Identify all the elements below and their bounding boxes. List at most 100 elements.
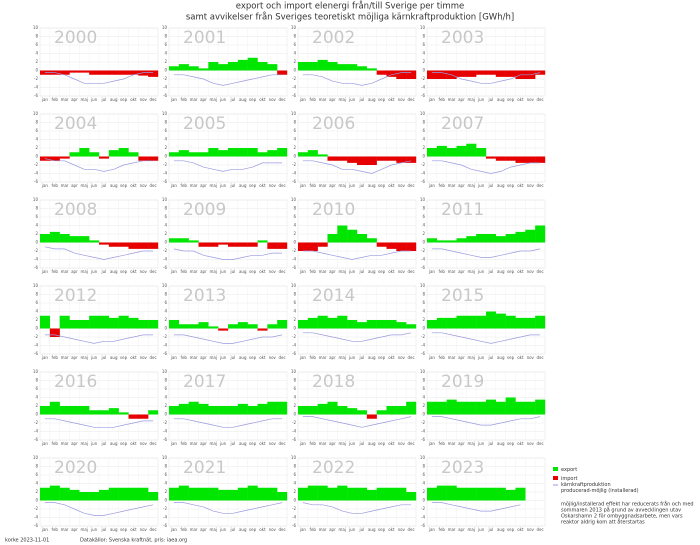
y-tick-label: 4	[422, 223, 425, 228]
x-tick-label: jul	[230, 355, 236, 360]
x-tick-label: aug	[110, 183, 118, 188]
panel: -6 -4 -2 0 2 4 6 8 10 jan feb mar apr maj jun jul aug sep…	[162, 111, 288, 188]
y-tick-label: 8	[35, 292, 38, 297]
bar	[188, 324, 199, 329]
x-tick-label: feb	[181, 183, 188, 188]
x-tick-label: mar	[319, 527, 327, 532]
y-tick-label: 8	[164, 464, 167, 469]
x-tick-label: okt	[388, 441, 395, 446]
bar	[178, 64, 189, 71]
bar	[337, 406, 348, 415]
bar	[99, 70, 110, 75]
bar	[347, 156, 358, 163]
y-tick-label: 2	[35, 59, 38, 64]
bar	[228, 242, 239, 247]
x-tick-label: jan	[41, 441, 49, 446]
x-tick-label: dec	[536, 269, 543, 274]
panel-title: 2007	[441, 114, 484, 134]
y-tick-label: -4	[34, 171, 38, 176]
x-tick-label: aug	[497, 97, 505, 102]
x-tick-label: mar	[190, 441, 198, 446]
bar	[178, 403, 189, 415]
y-tick-label: -4	[292, 343, 296, 348]
panel-title: 2020	[54, 458, 97, 478]
y-tick-label: 2	[35, 145, 38, 150]
y-tick-label: -4	[34, 257, 38, 262]
line	[44, 246, 154, 260]
panel: -6 -4 -2 0 2 4 6 8 10 jan feb mar apr maj jun jul aug sep…	[33, 283, 159, 360]
x-tick-label: dec	[149, 97, 156, 102]
x-tick-label: nov	[398, 441, 406, 446]
y-tick-label: -6	[292, 179, 296, 184]
bar	[69, 70, 80, 73]
y-tick-label: 2	[35, 403, 38, 408]
bar	[427, 148, 438, 157]
bar	[99, 489, 110, 501]
bar	[436, 145, 447, 157]
x-tick-label: okt	[388, 355, 395, 360]
x-tick-label: jun	[90, 527, 98, 532]
bar	[396, 487, 407, 501]
x-tick-label: feb	[439, 97, 446, 102]
x-tick-label: jan	[41, 183, 49, 188]
y-tick-label: -2	[34, 506, 38, 511]
x-tick-label: aug	[497, 183, 505, 188]
y-tick-label: 8	[422, 378, 425, 383]
x-tick-label: feb	[439, 183, 446, 188]
bar	[436, 70, 447, 79]
y-tick-label: -4	[421, 515, 425, 520]
x-tick-label: apr	[71, 355, 78, 360]
x-tick-label: okt	[517, 97, 524, 102]
x-tick-label: maj	[81, 355, 88, 360]
bar	[208, 242, 219, 247]
x-tick-label: maj	[81, 527, 88, 532]
x-tick-label: sep	[120, 269, 128, 274]
x-tick-label: aug	[239, 527, 247, 532]
x-tick-label: mar	[61, 97, 69, 102]
y-tick-label: 10	[291, 369, 297, 374]
x-tick-label: mar	[448, 527, 456, 532]
x-tick-label: jun	[477, 269, 485, 274]
bar	[376, 487, 387, 501]
y-tick-label: 0	[293, 326, 296, 331]
y-tick-label: 0	[35, 154, 38, 159]
y-tick-label: 10	[291, 25, 297, 30]
y-tick-label: -2	[163, 76, 167, 81]
y-tick-label: 4	[164, 137, 167, 142]
bar	[307, 242, 318, 251]
x-tick-label: jun	[90, 183, 98, 188]
panel: -6 -4 -2 0 2 4 6 8 10 jan feb mar apr maj jun jul aug sep…	[33, 455, 159, 532]
bar	[188, 401, 199, 415]
bar	[476, 487, 487, 501]
bar	[267, 64, 278, 71]
y-tick-label: -4	[34, 343, 38, 348]
y-tick-label: 4	[422, 309, 425, 314]
x-tick-label: nov	[269, 97, 277, 102]
x-tick-label: jun	[90, 97, 98, 102]
bar	[376, 320, 387, 329]
x-tick-label: dec	[536, 97, 543, 102]
y-tick-label: -6	[421, 523, 425, 528]
x-tick-label: feb	[439, 269, 446, 274]
x-tick-label: jun	[348, 527, 356, 532]
y-tick-label: -6	[292, 265, 296, 270]
panel: -6 -4 -2 0 2 4 6 8 10 jan feb mar apr maj jun jul aug sep…	[33, 369, 159, 446]
y-tick-label: 4	[35, 223, 38, 228]
y-tick-label: 0	[422, 498, 425, 503]
y-tick-label: 2	[293, 145, 296, 150]
panel: -6 -4 -2 0 2 4 6 8 10 jan feb mar apr maj jun jul aug sep…	[162, 283, 288, 360]
x-tick-label: nov	[527, 355, 535, 360]
x-tick-label: jul	[488, 355, 494, 360]
bar	[357, 410, 368, 415]
x-tick-label: feb	[52, 183, 59, 188]
y-tick-label: -6	[163, 523, 167, 528]
note: Oskarshamn 2 för ombyggnadsarbete, men v…	[561, 514, 683, 520]
bar	[396, 322, 407, 329]
x-tick-label: jul	[488, 269, 494, 274]
x-tick-label: apr	[329, 269, 336, 274]
y-tick-label: 2	[293, 403, 296, 408]
x-tick-label: jan	[428, 269, 436, 274]
panel-title: 2005	[183, 114, 226, 134]
bar	[128, 414, 139, 419]
y-tick-label: 0	[164, 154, 167, 159]
